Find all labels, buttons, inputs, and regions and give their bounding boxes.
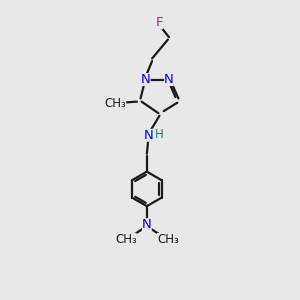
Text: N: N bbox=[144, 129, 154, 142]
Text: N: N bbox=[141, 73, 151, 86]
Text: CH₃: CH₃ bbox=[104, 97, 126, 110]
Text: N: N bbox=[164, 73, 174, 86]
Text: CH₃: CH₃ bbox=[157, 233, 179, 246]
Text: CH₃: CH₃ bbox=[115, 233, 137, 246]
Text: H: H bbox=[155, 128, 164, 141]
Text: F: F bbox=[156, 16, 163, 29]
Text: N: N bbox=[142, 218, 152, 231]
